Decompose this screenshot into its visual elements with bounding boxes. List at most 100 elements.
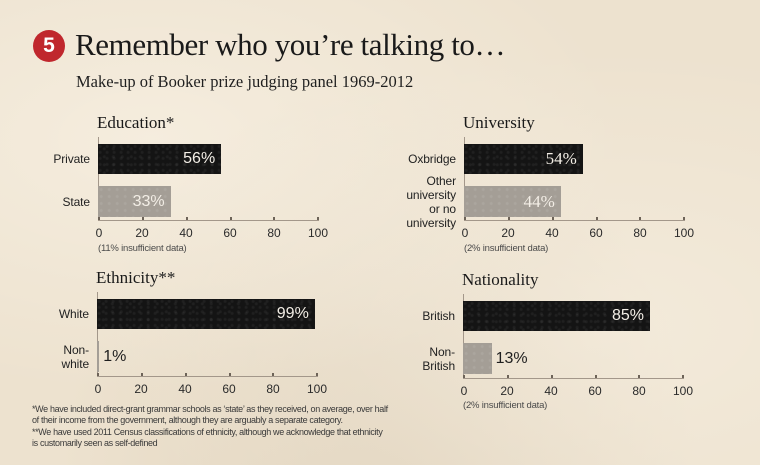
bar-row-oxbridge: Oxbridge 54% (408, 144, 684, 174)
tick-label: 100 (307, 226, 329, 240)
bar-row-state: State 33% (62, 186, 318, 217)
x-axis-line (98, 217, 319, 221)
tick-mark (98, 217, 100, 220)
chart-note: (11% insufficient data) (98, 243, 187, 254)
footnote-line: is customarily seen as self-defined (32, 437, 158, 448)
footnote-line: *We have included direct-grant grammar s… (32, 404, 388, 414)
tick-mark (229, 373, 231, 376)
tick-mark (142, 217, 144, 220)
value-label: 44% (523, 191, 555, 211)
bar-white: 99% (97, 299, 315, 329)
x-axis-line (463, 375, 684, 379)
tick-label: 60 (588, 384, 602, 398)
category-label: Other university or no university (406, 173, 456, 230)
x-axis-tick-labels: 0 20 40 60 80 100 (460, 384, 694, 400)
tick-label: 0 (94, 382, 102, 396)
tick-label: 40 (179, 226, 193, 240)
bar-private: 56% (98, 144, 222, 174)
x-axis-line (464, 217, 685, 221)
value-label: 33% (132, 192, 165, 210)
tick-label: 40 (544, 384, 558, 398)
education-chart: Education* Private 56% State 33% 0 20 40… (53, 113, 329, 263)
category-label: State (62, 194, 90, 209)
bar-row-other-university: Other university or no university 44% (406, 174, 684, 230)
section-number-badge: 5 (33, 30, 65, 62)
value-label: 99% (276, 305, 309, 322)
chart-title: Nationality (462, 270, 539, 289)
bar-row-non-british: Non-British 13% (422, 343, 683, 374)
y-axis-line (97, 292, 98, 376)
chart-note: (2% insufficient data) (464, 243, 549, 254)
tick-mark (185, 373, 187, 376)
bar-oxbridge: 54% (464, 144, 583, 174)
bar-row-british: British 85% (422, 301, 683, 331)
tick-label: 20 (500, 384, 514, 398)
tick-label: 80 (633, 226, 647, 240)
footnote-line: of their income from the government, alt… (32, 415, 343, 426)
chart-note: (2% insufficient data) (463, 400, 548, 411)
tick-label: 0 (95, 226, 103, 240)
tick-mark (317, 217, 319, 220)
y-axis-line (98, 137, 99, 221)
tick-mark (186, 217, 188, 220)
tick-label: 80 (266, 382, 280, 396)
category-label: Non-British (422, 344, 456, 373)
footnote-line: **We have used 2011 Census classificatio… (32, 426, 383, 437)
tick-label: 40 (178, 382, 192, 396)
bar-state: 33% (98, 186, 171, 217)
x-axis-tick-labels: 0 20 40 60 80 100 (95, 226, 329, 242)
chart-title: Education* (97, 113, 175, 132)
bar-other-university: 44% (464, 186, 561, 217)
tick-mark (464, 217, 466, 220)
category-label: Oxbridge (408, 152, 456, 166)
ethnicity-chart: Ethnicity** White 99% Non-white 1% 0 20 … (59, 268, 327, 418)
page-title: Remember who you’re talking to… (75, 27, 506, 62)
x-axis-tick-labels: 0 20 40 60 80 100 (461, 226, 695, 242)
chart-title: Ethnicity** (96, 268, 176, 287)
value-label: 85% (611, 307, 644, 324)
tick-mark (551, 375, 553, 378)
tick-mark (596, 217, 598, 220)
tick-mark (230, 217, 232, 220)
tick-mark (141, 373, 143, 376)
tick-label: 20 (501, 226, 515, 240)
tick-mark (683, 217, 685, 220)
tick-label: 20 (135, 226, 149, 240)
tick-mark (639, 217, 641, 220)
tick-mark (552, 217, 554, 220)
tick-label: 60 (589, 226, 603, 240)
tick-mark (463, 375, 465, 378)
bar-british: 85% (463, 301, 650, 331)
tick-label: 60 (223, 226, 237, 240)
tick-label: 20 (134, 382, 148, 396)
value-label: 54% (545, 149, 577, 168)
value-label: 1% (103, 347, 127, 365)
tick-mark (507, 375, 509, 378)
value-label: 13% (495, 349, 528, 367)
y-axis-line (463, 294, 464, 378)
footnotes: *We have included direct-grant grammar s… (32, 404, 388, 449)
tick-label: 0 (460, 384, 468, 398)
bar-row-private: Private 56% (53, 144, 318, 174)
university-chart: University Oxbridge 54% Other university… (406, 113, 695, 263)
x-axis-line (97, 373, 318, 377)
tick-mark (272, 373, 274, 376)
tick-mark (316, 373, 318, 376)
x-axis-tick-labels: 0 20 40 60 80 100 (94, 382, 327, 398)
page-subtitle: Make-up of Booker prize judging panel 19… (76, 72, 414, 91)
tick-mark (595, 375, 597, 378)
bar-row-non-white: Non-white 1% (62, 341, 317, 372)
tick-label: 100 (673, 226, 695, 240)
tick-label: 80 (632, 384, 646, 398)
tick-label: 100 (672, 384, 694, 398)
tick-mark (638, 375, 640, 378)
tick-mark (97, 373, 99, 376)
category-label: Non-white (61, 342, 90, 371)
tick-label: 80 (267, 226, 281, 240)
tick-label: 60 (222, 382, 236, 396)
y-axis-line (464, 137, 465, 221)
tick-mark (273, 217, 275, 220)
bar-non-white: 1% (97, 341, 126, 372)
tick-label: 0 (461, 226, 469, 240)
nationality-chart: Nationality British 85% Non-British 13% … (422, 270, 694, 420)
